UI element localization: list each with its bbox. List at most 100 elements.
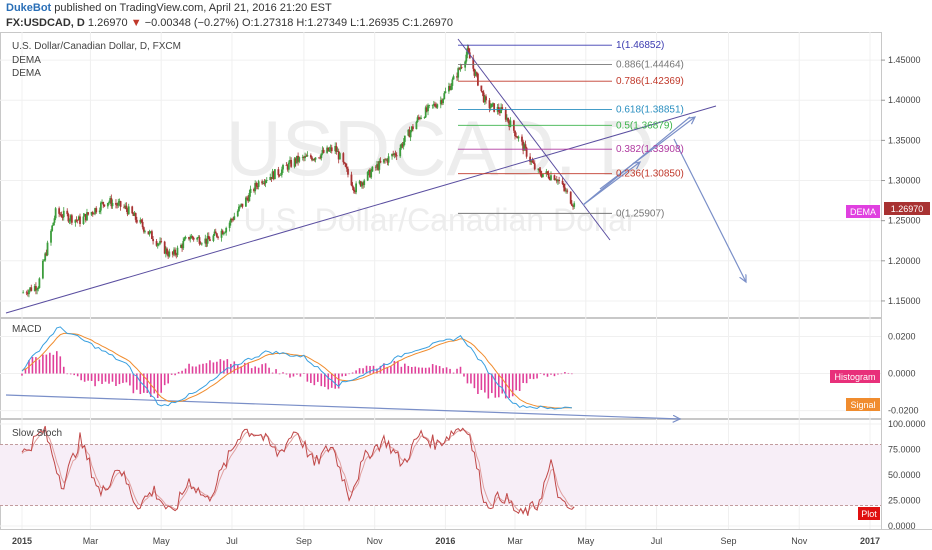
- candle-body: [443, 93, 446, 99]
- fibonacci-retracement[interactable]: 1(1.46852) 0.886(1.44464) 0.786(1.42369) 0.…: [458, 40, 684, 219]
- candle-body: [570, 203, 573, 206]
- candle-body: [393, 153, 396, 155]
- candle-body: [200, 243, 203, 245]
- candle-body: [46, 242, 49, 256]
- candle-body: [385, 159, 388, 161]
- macd-histogram-bar: [337, 373, 340, 389]
- x-tick-label: Sep: [720, 536, 736, 546]
- candle-body: [209, 239, 211, 241]
- candle-body: [566, 190, 569, 192]
- drawing-tools[interactable]: [5, 38, 746, 419]
- macd-histogram-bar: [487, 373, 490, 399]
- candle-body: [474, 72, 477, 76]
- fib-level-label: 0.618(1.38851): [616, 104, 684, 115]
- macd-histogram-bar: [139, 373, 142, 395]
- macd-histogram-bar: [282, 372, 284, 374]
- candle-body: [352, 187, 355, 191]
- macd-histogram-bar: [233, 361, 236, 374]
- symbol-label[interactable]: FX:USDCAD, D: [6, 17, 85, 29]
- macd-histogram-bar: [303, 373, 305, 374]
- candle-body: [91, 212, 94, 214]
- candle-body: [174, 249, 177, 255]
- macd-histogram-bar: [560, 373, 563, 375]
- macd-histogram-bar: [264, 363, 267, 374]
- macd-histogram-bar: [24, 368, 27, 374]
- macd-histogram-bar: [376, 368, 378, 374]
- candle-body: [312, 159, 315, 161]
- macd-histogram-bar: [181, 370, 183, 374]
- macd-histogram-bar: [484, 373, 486, 393]
- macd-histogram-bar: [553, 373, 556, 377]
- candle-body: [189, 238, 192, 240]
- price-tick-label: 1.45000: [888, 55, 921, 65]
- chart-canvas[interactable]: USDCAD, D U.S. Dollar/Canadian Dollar 1(…: [0, 32, 932, 550]
- candle-body: [401, 144, 404, 147]
- candle-body: [387, 156, 390, 163]
- candle-body: [35, 286, 37, 291]
- candle-body: [184, 236, 187, 239]
- candle-body: [163, 241, 166, 254]
- candle-body: [139, 219, 142, 223]
- macd-histogram-bar: [532, 373, 535, 380]
- x-tick-label: Mar: [507, 536, 523, 546]
- x-tick-label: May: [577, 536, 595, 546]
- price-tick-label: 1.20000: [888, 256, 921, 266]
- candle-body: [297, 155, 299, 162]
- candle-body: [483, 96, 486, 103]
- macd-histogram-bar: [491, 373, 493, 394]
- candle-body: [248, 193, 251, 202]
- candle-body: [111, 202, 114, 207]
- macd-histogram-bar: [442, 368, 444, 374]
- candle-body: [265, 180, 268, 181]
- candle-body: [417, 117, 420, 119]
- fib-level-label: 0.5(1.36879): [616, 120, 673, 131]
- candle-body: [311, 157, 313, 161]
- candle-body: [400, 144, 403, 148]
- candle-body: [127, 206, 130, 215]
- falling-trendline: [457, 38, 611, 241]
- candle-body: [180, 245, 182, 248]
- author-link[interactable]: DukeBot: [6, 2, 52, 14]
- macd-histogram-bar: [90, 373, 93, 381]
- candle-body: [320, 153, 323, 159]
- macd-histogram-bar: [348, 373, 350, 375]
- candle-body: [103, 204, 106, 207]
- macd-histogram-bar: [564, 372, 566, 374]
- ohlc-values: O:1.27318 H:1.27349 L:1.26935 C:1.26970: [241, 17, 453, 29]
- macd-histogram-bar: [515, 373, 517, 391]
- candle-body: [60, 214, 63, 218]
- macd-histogram-bar: [543, 373, 545, 376]
- candle-body: [94, 208, 96, 214]
- macd-histogram-bar: [101, 373, 103, 384]
- candle-body: [459, 67, 462, 70]
- candle-body: [533, 163, 536, 170]
- candle-body: [125, 205, 128, 210]
- macd-histogram-bar: [522, 373, 524, 384]
- candle-body: [360, 182, 363, 187]
- candle-body: [439, 100, 442, 105]
- macd-histogram-bar: [452, 372, 455, 374]
- fib-level-label: 0.786(1.42369): [616, 76, 684, 87]
- candle-body: [70, 215, 73, 223]
- candle-body: [271, 171, 274, 180]
- macd-histogram-bar: [62, 366, 65, 374]
- candle-body: [529, 156, 532, 162]
- candle-body: [59, 213, 62, 215]
- macd-histogram-bar: [557, 373, 559, 375]
- macd-histogram-bar: [212, 362, 215, 374]
- macd-histogram-bar: [268, 367, 270, 374]
- macd-histogram-bar: [397, 361, 399, 374]
- macd-histogram-bar: [480, 373, 483, 391]
- candle-body: [249, 188, 252, 194]
- candle-body: [270, 177, 273, 180]
- candle-body: [66, 210, 69, 215]
- candle-body: [164, 248, 167, 254]
- candle-body: [261, 181, 264, 184]
- candle-body: [253, 188, 255, 192]
- candle-body: [514, 130, 516, 137]
- candle-body: [225, 227, 228, 233]
- macd-histogram-bar: [351, 372, 354, 374]
- price-tick-label: 1.35000: [888, 135, 921, 145]
- candle-body: [327, 147, 330, 152]
- candle-body: [199, 243, 202, 245]
